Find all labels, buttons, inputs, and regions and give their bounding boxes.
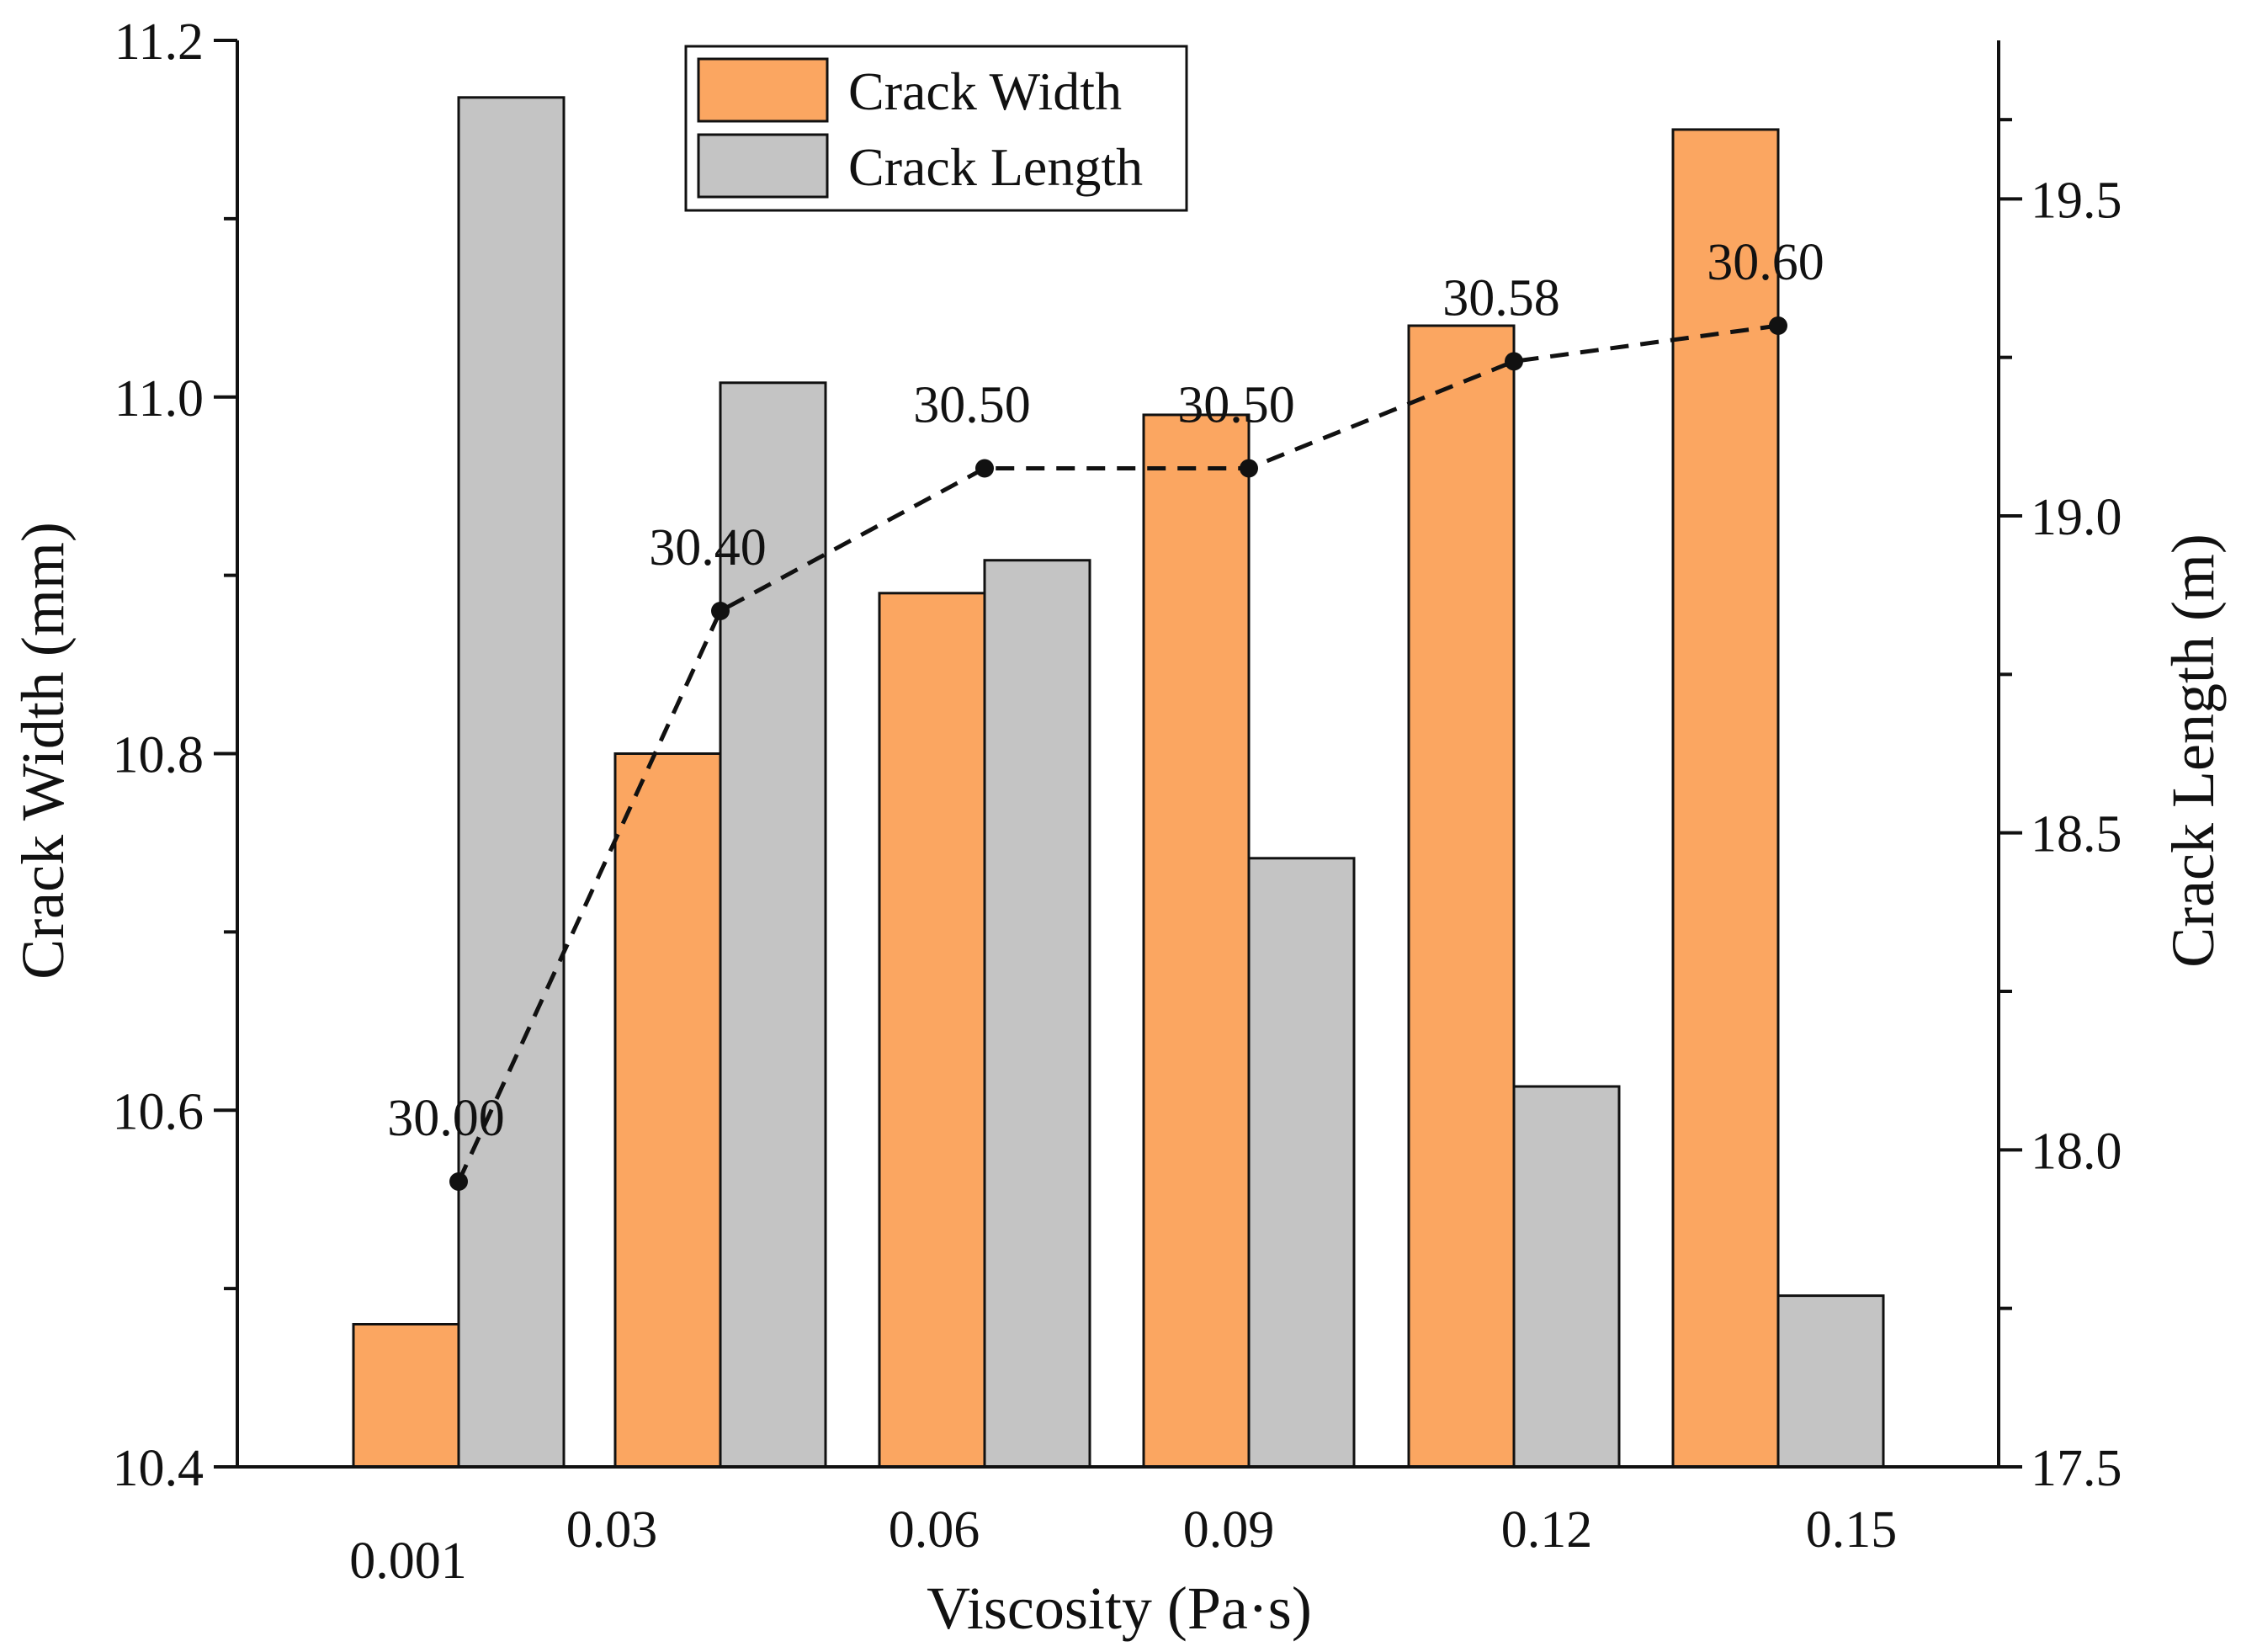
bar-crack-width-0.09 <box>1142 413 1251 1469</box>
x-tick-label: 0.15 <box>1806 1501 1898 1559</box>
y-left-tick-label: 11.2 <box>114 13 204 71</box>
line-point-0.06 <box>975 459 994 478</box>
line-data-label-0.12: 30.58 <box>1442 269 1560 327</box>
bar-crack-width-0.03 <box>613 752 722 1469</box>
bar-crack-width-0.06 <box>878 592 986 1469</box>
bar-crack-length-0.09 <box>1247 857 1356 1469</box>
y-axis-right-title: Crack Length (m) <box>2159 534 2227 968</box>
line-point-0.12 <box>1505 352 1523 371</box>
ticks-layer: 10.4 10.6 10.8 11.0 11.2 17.5 18.0 18.5 19.0 19.5… <box>113 13 2122 1590</box>
x-tick-label: 0.12 <box>1501 1501 1593 1559</box>
line-point-0.03 <box>711 602 730 620</box>
bar-crack-length-0.001 <box>457 96 566 1469</box>
line-layer: 30.00 30.40 30.50 30.50 30.58 30.60 <box>387 234 1824 1191</box>
crack-line-series <box>456 323 1779 1183</box>
line-data-label-0.03: 30.40 <box>649 519 767 576</box>
y-right-tick-label: 19.0 <box>2031 489 2122 546</box>
line-point-0.15 <box>1769 316 1787 335</box>
y-left-tick-label: 11.0 <box>114 370 204 428</box>
x-tick-label: 0.06 <box>889 1501 980 1559</box>
legend-swatch-crack-width <box>697 57 829 123</box>
y-right-tick-label: 17.5 <box>2031 1440 2122 1497</box>
legend-label-crack-width: Crack Width <box>848 61 1122 121</box>
y-left-tick-label: 10.6 <box>113 1083 204 1140</box>
bars-layer <box>352 96 1885 1469</box>
y-axis-left-title: Crack Width (mm) <box>9 522 77 980</box>
x-tick-label: 0.001 <box>349 1532 467 1590</box>
line-data-label-0.001: 30.00 <box>387 1090 505 1147</box>
line-data-label-0.06: 30.50 <box>913 377 1031 434</box>
y-left-tick-label: 10.8 <box>113 727 204 784</box>
bar-crack-width-0.001 <box>352 1323 460 1469</box>
legend-label-crack-length: Crack Length <box>848 137 1143 197</box>
y-right-tick-label: 19.5 <box>2031 172 2122 229</box>
line-point-0.09 <box>1240 459 1258 478</box>
legend: Crack Width Crack Length <box>684 45 1188 212</box>
line-data-label-0.09: 30.50 <box>1177 377 1295 434</box>
bar-crack-length-0.15 <box>1776 1294 1885 1469</box>
y-right-tick-label: 18.0 <box>2031 1123 2122 1180</box>
x-axis-title: Viscosity (Pa·s) <box>927 1575 1312 1642</box>
bar-crack-width-0.15 <box>1671 128 1780 1469</box>
bar-crack-length-0.06 <box>983 559 1091 1469</box>
line-data-label-0.15: 30.60 <box>1707 234 1824 291</box>
legend-swatch-crack-length <box>697 133 829 199</box>
line-point-0.001 <box>449 1172 468 1191</box>
bar-crack-width-0.12 <box>1407 324 1516 1469</box>
y-right-tick-label: 18.5 <box>2031 806 2122 863</box>
y-left-tick-label: 10.4 <box>113 1440 204 1497</box>
x-tick-label: 0.09 <box>1183 1501 1275 1559</box>
bar-crack-length-0.12 <box>1512 1085 1621 1469</box>
x-tick-label: 0.03 <box>566 1501 658 1559</box>
